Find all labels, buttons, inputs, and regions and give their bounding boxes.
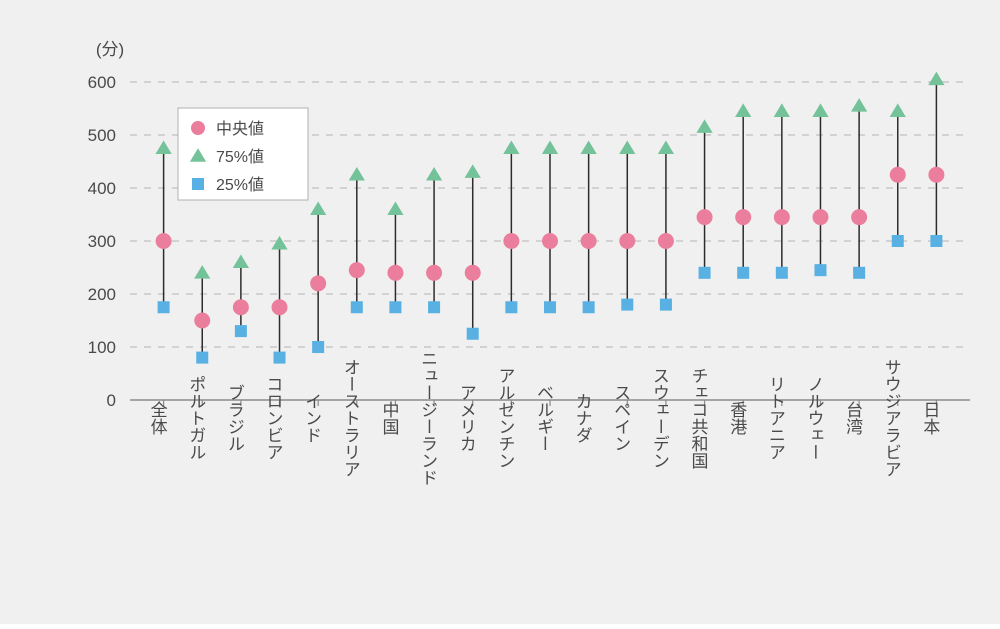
- category-label: インド: [302, 393, 321, 444]
- category-label: 中国: [379, 401, 398, 435]
- category-label: 日本: [920, 401, 940, 435]
- median-marker: [697, 209, 713, 225]
- category-label: 全体: [148, 401, 168, 435]
- legend-label: 25%値: [216, 176, 264, 194]
- median-marker: [774, 209, 790, 225]
- p25-marker: [621, 299, 633, 311]
- p25-marker: [892, 235, 904, 247]
- p25-marker: [196, 352, 208, 364]
- category-label: ニュージーランド: [418, 350, 437, 486]
- median-marker: [928, 167, 944, 183]
- p25-marker: [853, 267, 865, 279]
- y-tick-label: 100: [88, 338, 116, 357]
- y-tick-label: 400: [88, 179, 116, 198]
- category-label: ポルトガル: [186, 375, 205, 460]
- legend-marker: [192, 178, 204, 190]
- p25-marker: [930, 235, 942, 247]
- p25-marker: [776, 267, 788, 279]
- p25-marker: [158, 301, 170, 313]
- median-marker: [426, 265, 442, 281]
- category-label: リトアニア: [766, 376, 785, 461]
- p25-marker: [389, 301, 401, 313]
- p25-marker: [544, 301, 556, 313]
- y-tick-label: 600: [88, 73, 116, 92]
- p25-marker: [583, 301, 595, 313]
- median-marker: [658, 233, 674, 249]
- category-label: 台湾: [843, 401, 863, 436]
- category-label: ベルギー: [534, 384, 553, 452]
- category-label: アメリカ: [457, 384, 476, 452]
- y-unit-label: (分): [96, 40, 124, 59]
- median-marker: [465, 265, 481, 281]
- median-marker: [387, 265, 403, 281]
- y-tick-label: 200: [88, 285, 116, 304]
- median-marker: [503, 233, 519, 249]
- median-marker: [542, 233, 558, 249]
- median-marker: [194, 313, 210, 329]
- p25-marker: [505, 301, 517, 313]
- range-chart: 0 100 200 300 400 500 600 (分) 全体ポルトガル ブラジル コロンビアイン…: [0, 0, 1000, 624]
- median-marker: [156, 233, 172, 249]
- p25-marker: [660, 299, 672, 311]
- median-marker: [581, 233, 597, 249]
- p25-marker: [274, 352, 286, 364]
- category-label: コロンビア: [264, 376, 283, 461]
- legend-marker: [191, 121, 205, 135]
- category-label: サウジアラビア: [882, 359, 901, 478]
- median-marker: [619, 233, 635, 249]
- y-tick-label: 500: [88, 126, 116, 145]
- median-marker: [349, 262, 365, 278]
- y-tick-label: 300: [88, 232, 116, 251]
- p25-marker: [351, 301, 363, 313]
- p25-marker: [428, 301, 440, 313]
- median-marker: [735, 209, 751, 225]
- p25-marker: [312, 341, 324, 353]
- median-marker: [233, 299, 249, 315]
- category-label: ブラジル: [225, 384, 244, 452]
- y-tick-label: 0: [107, 391, 116, 410]
- median-marker: [310, 275, 326, 291]
- median-marker: [812, 209, 828, 225]
- median-marker: [272, 299, 288, 315]
- legend-label: 中央値: [216, 120, 264, 138]
- category-label: カナダ: [573, 393, 592, 444]
- category-label: 香港: [727, 401, 747, 435]
- category-label: アルゼンチン: [495, 367, 514, 469]
- category-label: ノルウェー: [804, 376, 823, 461]
- median-marker: [890, 167, 906, 183]
- p25-marker: [737, 267, 749, 279]
- category-label: スペイン: [611, 384, 630, 452]
- p25-marker: [699, 267, 711, 279]
- p25-marker: [467, 328, 479, 340]
- p25-marker: [814, 264, 826, 276]
- median-marker: [851, 209, 867, 225]
- category-label: チェコ共和国: [689, 367, 709, 469]
- legend-label: 75%値: [216, 148, 264, 166]
- category-label: スウェーデン: [650, 367, 669, 469]
- category-label: オーストラリア: [341, 359, 360, 478]
- p25-marker: [235, 325, 247, 337]
